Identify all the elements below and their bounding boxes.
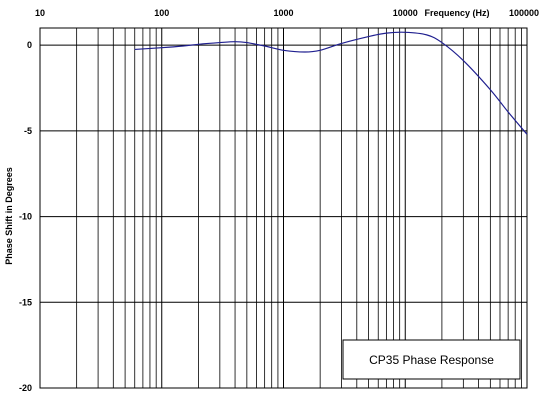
- tick-layer: 10 100 1000 10000 100000 0 -5 -10 -15 -20: [19, 8, 539, 393]
- y-axis-label: Phase Shift in Degrees: [4, 167, 14, 265]
- x-tick-label: 10: [35, 8, 45, 18]
- x-tick-label: 100000: [509, 8, 539, 18]
- legend-frame: [342, 339, 521, 380]
- x-axis-label: Frequency (Hz): [424, 8, 489, 18]
- x-tick-label: 100: [154, 8, 169, 18]
- x-tick-label: 10000: [393, 8, 418, 18]
- x-tick-label: 1000: [273, 8, 293, 18]
- phase-series-line-0: [134, 31, 528, 135]
- y-tick-label: -10: [19, 212, 32, 222]
- grid-layer: [39, 27, 528, 389]
- legend-title: CP35 Phase Response: [369, 353, 494, 367]
- y-tick-label: 0: [27, 40, 32, 50]
- series-layer: [134, 31, 528, 135]
- y-tick-label: -15: [19, 297, 32, 307]
- legend-box: CP35 Phase Response: [342, 339, 521, 380]
- y-tick-label: -20: [19, 383, 32, 393]
- y-tick-label: -5: [24, 126, 32, 136]
